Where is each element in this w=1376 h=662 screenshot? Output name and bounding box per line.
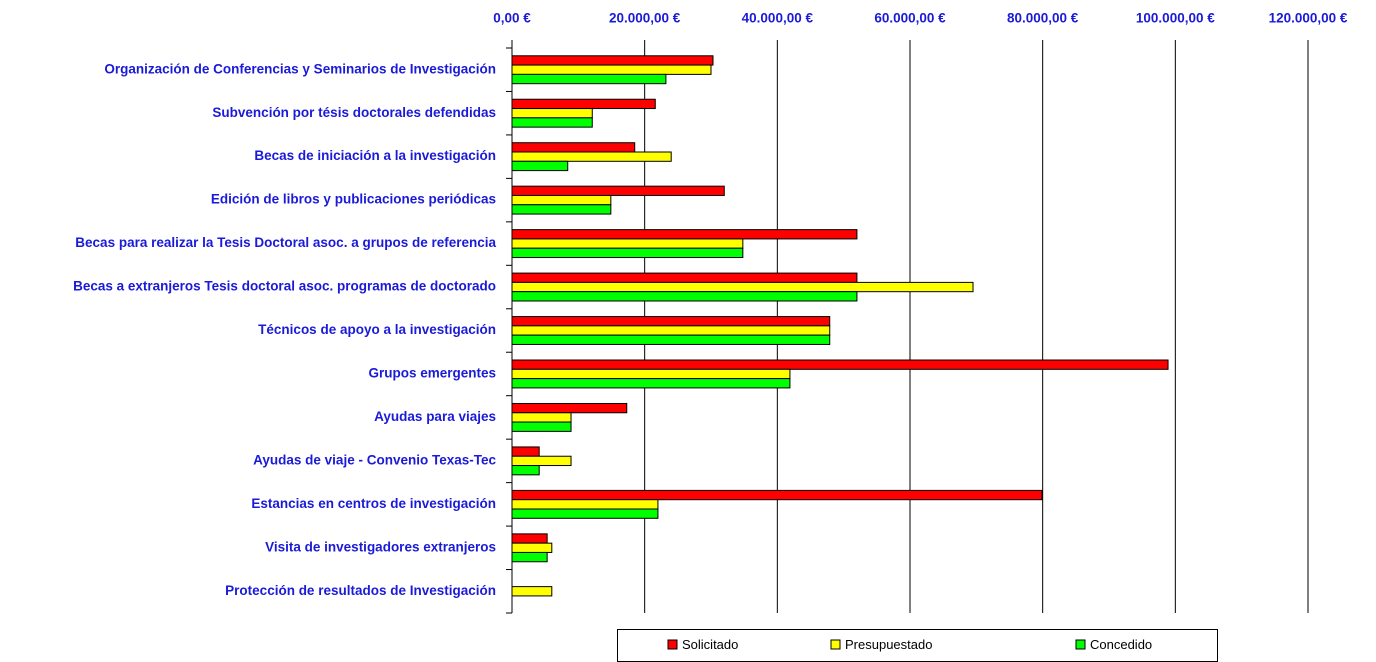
bar bbox=[511, 64, 712, 75]
x-tick-label: 80.000,00 € bbox=[1007, 11, 1079, 26]
x-tick-label: 0,00 € bbox=[493, 11, 531, 26]
bar bbox=[511, 499, 659, 510]
bar bbox=[511, 281, 974, 293]
y-tick-label: Ayudas de viaje - Convenio Texas-Tec bbox=[253, 452, 496, 467]
bar bbox=[511, 465, 540, 476]
x-tick-label: 40.000,00 € bbox=[742, 11, 814, 26]
y-tick-label: Protección de resultados de Investigació… bbox=[225, 583, 496, 598]
bar bbox=[511, 455, 572, 467]
y-tick-label: Becas a extranjeros Tesis doctoral asoc.… bbox=[73, 279, 496, 294]
bar bbox=[511, 316, 831, 327]
bar bbox=[511, 378, 791, 389]
bar bbox=[511, 194, 612, 206]
x-tick-label: 20.000,00 € bbox=[609, 11, 681, 26]
bar bbox=[511, 185, 725, 196]
bar bbox=[511, 98, 656, 110]
bar bbox=[511, 238, 744, 249]
y-tick-label: Ayudas para viajes bbox=[374, 409, 496, 424]
y-tick-label: Becas para realizar la Tesis Doctoral as… bbox=[75, 235, 496, 250]
bar bbox=[511, 489, 1043, 501]
bar bbox=[511, 446, 540, 457]
bar bbox=[511, 508, 659, 519]
legend-label: Concedido bbox=[1090, 637, 1152, 652]
y-tick-label: Técnicos de apoyo a la investigación bbox=[258, 322, 496, 337]
legend-swatch bbox=[830, 639, 841, 650]
bar bbox=[511, 533, 548, 544]
bar bbox=[511, 368, 791, 380]
bar bbox=[511, 542, 553, 553]
y-tick-label: Becas de iniciación a la investigación bbox=[254, 148, 496, 163]
bar bbox=[511, 272, 858, 283]
bar bbox=[511, 421, 572, 432]
legend-label: Presupuestado bbox=[845, 637, 932, 652]
bar bbox=[511, 108, 593, 119]
bar bbox=[511, 325, 831, 336]
bar bbox=[511, 247, 744, 259]
bar bbox=[511, 402, 628, 414]
legend-swatch bbox=[1075, 639, 1086, 650]
x-tick-label: 120.000,00 € bbox=[1269, 11, 1348, 26]
y-tick-label: Visita de investigadores extranjeros bbox=[265, 539, 496, 554]
y-tick-label: Estancias en centros de investigación bbox=[251, 496, 496, 511]
bar bbox=[511, 291, 858, 302]
y-tick-label: Organización de Conferencias y Seminario… bbox=[104, 61, 496, 76]
y-tick-label: Grupos emergentes bbox=[368, 366, 496, 381]
bar bbox=[511, 359, 1169, 370]
bar bbox=[511, 586, 553, 597]
bar bbox=[511, 73, 667, 85]
y-tick-label: Subvención por tésis doctorales defendid… bbox=[212, 105, 496, 120]
x-tick-label: 100.000,00 € bbox=[1136, 11, 1215, 26]
bar bbox=[511, 142, 636, 153]
bar bbox=[511, 55, 714, 66]
legend-swatch bbox=[667, 639, 678, 650]
legend-label: Solicitado bbox=[682, 637, 738, 652]
bar bbox=[511, 117, 593, 128]
bar bbox=[511, 160, 569, 172]
bar bbox=[511, 334, 831, 345]
y-tick-label: Edición de libros y publicaciones periód… bbox=[211, 192, 496, 207]
bar bbox=[511, 229, 858, 240]
bar bbox=[511, 412, 572, 423]
bar bbox=[511, 551, 548, 563]
bar bbox=[511, 151, 672, 162]
bar bbox=[511, 204, 612, 215]
x-tick-label: 60.000,00 € bbox=[874, 11, 946, 26]
